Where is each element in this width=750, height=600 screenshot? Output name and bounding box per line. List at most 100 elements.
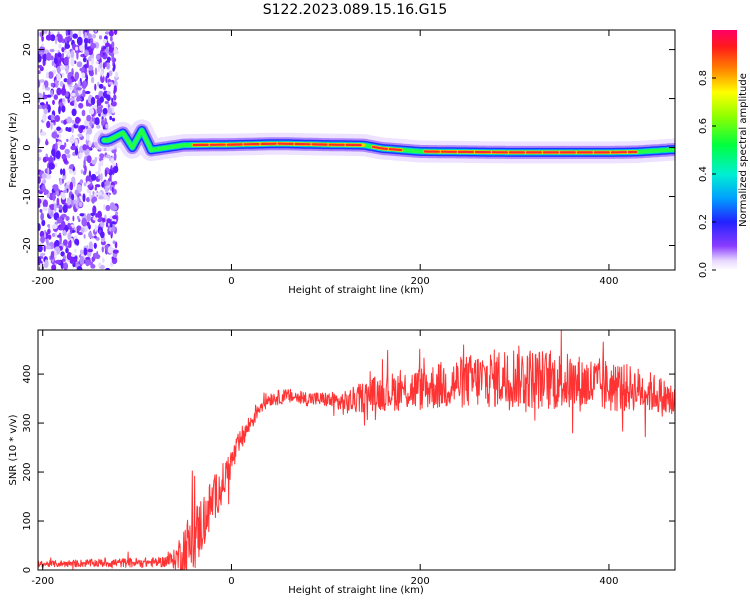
noise-mark [71,92,76,97]
noise-mark [57,34,63,43]
noise-mark [79,179,84,184]
colorbar-ticks: 0.0 0.2 0.4 0.6 0.8 [698,70,716,278]
noise-mark [70,57,75,67]
noise-mark [110,157,115,164]
noise-mark [98,262,102,267]
noise-mark [109,174,112,181]
noise-mark [97,81,100,87]
noise-mark [38,176,41,184]
noise-mark [69,164,74,170]
noise-mark [43,80,49,88]
noise-mark [50,119,56,123]
noise-mark [42,113,47,122]
noise-mark [40,252,46,256]
x-tick-label: 0 [228,276,234,287]
noise-mark [54,239,60,248]
noise-mark [85,90,91,95]
noise-mark [54,115,61,122]
noise-mark [79,213,85,217]
noise-mark [75,46,79,51]
noise-mark [60,65,66,70]
noise-mark [107,246,113,254]
noise-mark [89,192,92,201]
noise-mark [105,154,111,159]
noise-mark [89,120,93,127]
noise-mark [52,99,55,105]
noise-mark [67,50,71,57]
noise-mark [38,223,41,231]
noise-mark [96,250,99,257]
noise-mark [38,203,41,208]
noise-mark [76,87,82,91]
noise-mark [90,96,96,106]
noise-mark [84,31,87,39]
noise-mark [78,218,81,223]
noise-mark [59,144,66,150]
noise-mark [112,215,118,220]
noise-mark [54,250,57,260]
noise-mark [56,217,63,224]
noise-mark [62,98,65,103]
noise-mark [83,158,86,168]
noise-mark [78,201,83,207]
noise-mark [61,105,66,113]
noise-mark [51,148,56,157]
noise-mark [65,245,69,249]
noise-mark [89,70,94,77]
y-tick-label: -10 [22,188,33,204]
noise-mark [79,44,84,52]
noise-mark [44,259,49,268]
noise-mark [76,61,83,68]
noise-mark [111,205,118,211]
noise-mark [40,236,45,244]
noise-mark [90,182,93,187]
y-tick-label: 300 [22,414,33,433]
noise-mark [45,156,50,161]
noise-mark [55,259,62,265]
noise-mark [63,189,68,193]
noise-mark [106,90,111,95]
noise-mark [72,33,78,39]
noise-mark [45,245,52,250]
noise-mark [61,192,66,200]
noise-mark [92,191,95,195]
y-tick-label: -20 [22,237,33,253]
noise-mark [66,153,71,159]
noise-mark [100,231,105,239]
figure-title: S122.2023.089.15.16.G15 [263,2,448,18]
noise-mark [103,38,108,45]
noise-mark [50,89,54,97]
noise-mark [104,100,109,105]
noise-mark [111,107,115,114]
noise-mark [110,221,117,225]
noise-mark [88,141,92,148]
noise-mark [109,115,113,121]
noise-mark [102,257,105,264]
noise-mark [71,120,75,124]
noise-mark [76,96,80,102]
noise-mark [105,180,111,186]
snr-series-line [38,330,675,570]
noise-mark [58,209,63,213]
noise-mark [45,71,49,79]
noise-mark [45,138,48,146]
noise-mark [111,186,114,193]
noise-mark [53,203,57,212]
noise-mark [86,155,92,164]
noise-mark [52,233,56,237]
noise-mark [48,207,51,215]
noise-mark [82,193,86,203]
noise-mark [109,223,113,228]
noise-mark [77,133,83,138]
noise-mark [112,249,119,254]
noise-mark [49,48,55,53]
noise-mark [97,210,102,219]
noise-mark [46,121,51,129]
noise-mark [61,47,65,53]
noise-mark [101,47,105,52]
noise-mark [94,235,97,239]
noise-mark [40,212,44,221]
noise-mark [94,224,98,232]
noise-mark [88,170,91,178]
noise-mark [82,89,86,98]
